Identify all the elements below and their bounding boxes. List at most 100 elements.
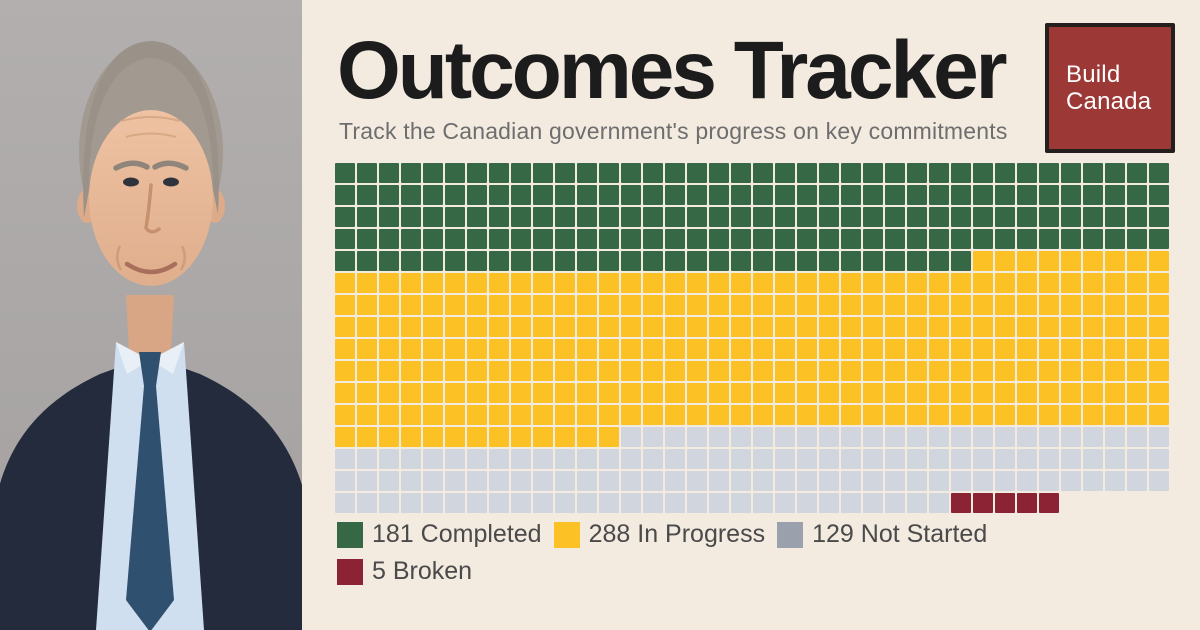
waffle-cell-in-progress	[401, 383, 421, 403]
waffle-cell-completed	[775, 229, 795, 249]
waffle-cell-in-progress	[423, 405, 443, 425]
waffle-cell-completed	[863, 251, 883, 271]
waffle-cell-completed	[379, 251, 399, 271]
waffle-cell-completed	[445, 251, 465, 271]
waffle-cell-completed	[621, 163, 641, 183]
waffle-cell-in-progress	[753, 339, 773, 359]
waffle-cell-completed	[1083, 163, 1103, 183]
waffle-cell-not-started	[995, 449, 1015, 469]
waffle-cell-in-progress	[401, 339, 421, 359]
waffle-cell-in-progress	[1127, 295, 1147, 315]
waffle-cell-not-started	[995, 471, 1015, 491]
smile-crease	[179, 245, 186, 271]
waffle-cell-in-progress	[357, 295, 377, 315]
waffle-cell-completed	[995, 207, 1015, 227]
waffle-cell-in-progress	[1127, 361, 1147, 381]
waffle-cell-in-progress	[687, 273, 707, 293]
waffle-cell-in-progress	[489, 361, 509, 381]
waffle-cell-in-progress	[357, 361, 377, 381]
waffle-cell-not-started	[423, 449, 443, 469]
waffle-cell-completed	[335, 251, 355, 271]
waffle-cell-in-progress	[1061, 251, 1081, 271]
waffle-cell-in-progress	[775, 339, 795, 359]
waffle-cell-completed	[775, 251, 795, 271]
waffle-cell-completed	[577, 251, 597, 271]
waffle-cell-in-progress	[1061, 405, 1081, 425]
waffle-cell-not-started	[511, 471, 531, 491]
waffle-cell-completed	[995, 185, 1015, 205]
waffle-grid	[335, 163, 1169, 513]
waffle-cell-in-progress	[577, 295, 597, 315]
waffle-cell-not-started	[951, 427, 971, 447]
waffle-cell-not-started	[929, 427, 949, 447]
waffle-cell-completed	[555, 251, 575, 271]
waffle-cell-in-progress	[775, 273, 795, 293]
waffle-cell-completed	[533, 185, 553, 205]
waffle-cell-not-started	[665, 471, 685, 491]
waffle-cell-in-progress	[973, 339, 993, 359]
waffle-cell-in-progress	[665, 405, 685, 425]
waffle-cell-in-progress	[1061, 339, 1081, 359]
waffle-cell-not-started	[731, 449, 751, 469]
waffle-cell-completed	[1017, 207, 1037, 227]
waffle-cell-completed	[533, 163, 553, 183]
waffle-cell-not-started	[709, 471, 729, 491]
waffle-cell-in-progress	[599, 339, 619, 359]
waffle-cell-in-progress	[709, 317, 729, 337]
waffle-cell-not-started	[687, 449, 707, 469]
waffle-cell-in-progress	[797, 405, 817, 425]
waffle-cell-completed	[489, 229, 509, 249]
waffle-cell-completed	[1017, 229, 1037, 249]
waffle-cell-not-started	[555, 493, 575, 513]
waffle-cell-completed	[1083, 229, 1103, 249]
waffle-cell-completed	[951, 207, 971, 227]
waffle-cell-not-started	[1149, 427, 1169, 447]
waffle-cell-in-progress	[665, 273, 685, 293]
waffle-cell-not-started	[1061, 427, 1081, 447]
waffle-cell-in-progress	[973, 295, 993, 315]
waffle-cell-in-progress	[1083, 361, 1103, 381]
waffle-cell-completed	[379, 185, 399, 205]
waffle-cell-not-started	[621, 493, 641, 513]
waffle-cell-in-progress	[489, 427, 509, 447]
waffle-cell-in-progress	[1149, 339, 1169, 359]
waffle-cell-completed	[885, 229, 905, 249]
waffle-cell-not-started	[885, 493, 905, 513]
waffle-cell-completed	[1105, 163, 1125, 183]
waffle-cell-in-progress	[885, 405, 905, 425]
waffle-cell-in-progress	[819, 361, 839, 381]
waffle-cell-in-progress	[665, 295, 685, 315]
waffle-cell-in-progress	[357, 405, 377, 425]
waffle-cell-in-progress	[445, 339, 465, 359]
waffle-cell-completed	[1127, 163, 1147, 183]
waffle-cell-in-progress	[929, 361, 949, 381]
waffle-cell-in-progress	[1017, 273, 1037, 293]
waffle-cell-broken	[951, 493, 971, 513]
waffle-cell-in-progress	[401, 295, 421, 315]
waffle-cell-not-started	[1127, 449, 1147, 469]
waffle-cell-completed	[665, 251, 685, 271]
waffle-cell-not-started	[753, 471, 773, 491]
waffle-cell-completed	[445, 163, 465, 183]
waffle-cell-in-progress	[973, 273, 993, 293]
waffle-cell-in-progress	[1039, 273, 1059, 293]
waffle-cell-in-progress	[885, 273, 905, 293]
waffle-cell-completed	[1061, 229, 1081, 249]
waffle-cell-in-progress	[863, 361, 883, 381]
waffle-cell-not-started	[929, 471, 949, 491]
waffle-cell-in-progress	[1039, 317, 1059, 337]
waffle-cell-in-progress	[731, 383, 751, 403]
waffle-cell-completed	[929, 207, 949, 227]
waffle-cell-completed	[709, 251, 729, 271]
waffle-cell-in-progress	[511, 317, 531, 337]
waffle-cell-broken	[995, 493, 1015, 513]
waffle-cell-completed	[1149, 163, 1169, 183]
waffle-cell-in-progress	[1127, 317, 1147, 337]
waffle-cell-completed	[885, 251, 905, 271]
waffle-cell-completed	[709, 229, 729, 249]
waffle-cell-in-progress	[335, 339, 355, 359]
waffle-cell-in-progress	[511, 361, 531, 381]
waffle-cell-in-progress	[1039, 251, 1059, 271]
waffle-cell-in-progress	[665, 383, 685, 403]
waffle-cell-in-progress	[797, 339, 817, 359]
